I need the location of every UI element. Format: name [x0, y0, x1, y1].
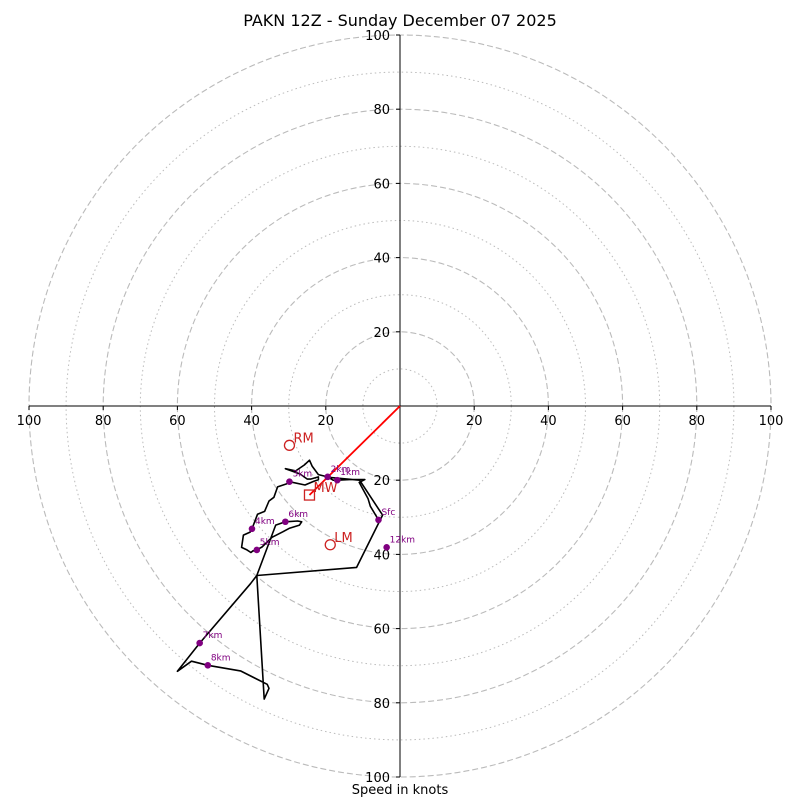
height-label-3km: 3km — [292, 470, 312, 480]
height-marker-8km — [204, 662, 212, 669]
x-tick-label: 40 — [243, 414, 260, 429]
height-marker-5km — [253, 546, 261, 554]
height-label-5km: 5km — [260, 538, 280, 548]
height-label-sfc: Sfc — [381, 508, 395, 518]
x-tick-label: 20 — [318, 414, 335, 429]
storm-motion-lm-label: LM — [334, 531, 352, 546]
storm-motion-mw-marker — [303, 489, 316, 501]
y-tick-label: 100 — [365, 29, 390, 44]
chart-title: PAKN 12Z - Sunday December 07 2025 — [243, 11, 557, 30]
storm-motion-rm-marker — [283, 439, 296, 451]
x-tick-label: 100 — [759, 414, 784, 429]
height-marker-3km — [286, 478, 293, 485]
y-tick-label: 80 — [373, 697, 390, 712]
y-tick-label: 40 — [373, 548, 390, 563]
y-tick-label: 80 — [373, 103, 390, 118]
y-tick-label: 20 — [373, 474, 390, 489]
height-label-8km: 8km — [211, 653, 231, 663]
x-tick-label: 40 — [540, 414, 557, 429]
storm-motion-mw-label: MW — [313, 481, 337, 496]
height-marker-7km — [196, 639, 203, 647]
height-marker-sfc — [375, 516, 382, 524]
x-axis-label: Speed in knots — [351, 783, 449, 798]
y-tick-label: 60 — [373, 623, 390, 638]
height-marker-6km — [282, 518, 289, 526]
x-tick-label: 60 — [614, 414, 631, 429]
height-marker-4km — [248, 525, 256, 533]
y-tick-label: 20 — [373, 326, 390, 341]
height-marker-2km — [324, 473, 331, 481]
x-tick-label: 60 — [169, 414, 186, 429]
x-tick-label: 20 — [466, 414, 483, 429]
height-marker-12km — [383, 544, 390, 551]
x-tick-label: 100 — [17, 414, 42, 429]
y-tick-label: 40 — [373, 252, 390, 267]
height-label-1km: 1km — [340, 468, 360, 478]
storm-motion-lm-marker — [324, 539, 336, 551]
height-label-6km: 6km — [288, 510, 308, 520]
shear-vector — [308, 405, 401, 496]
height-label-4km: 4km — [255, 517, 275, 527]
storm-motion-rm-label: RM — [293, 431, 313, 446]
height-label-7km: 7km — [203, 631, 223, 641]
height-label-2km: 2km — [331, 465, 351, 475]
y-tick-label: 100 — [365, 771, 390, 786]
x-tick-label: 80 — [689, 414, 706, 429]
y-tick-label: 60 — [373, 177, 390, 192]
height-label-12km: 12km — [390, 535, 415, 545]
height-marker-1km — [334, 476, 341, 484]
x-tick-label: 80 — [95, 414, 112, 429]
